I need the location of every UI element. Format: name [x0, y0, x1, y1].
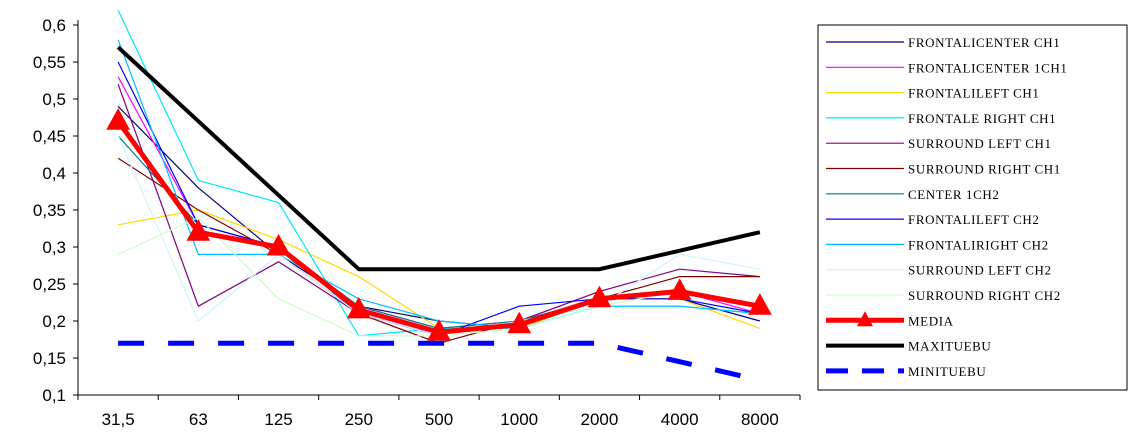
y-tick-label: 0,1: [42, 386, 66, 405]
x-tick-label: 125: [264, 410, 292, 429]
data-point-media: [186, 219, 211, 241]
plot-area: 0,1 0,15 0,2 0,25 0,3 0,35 0,4 0,45 0,5 0,55 0,6 31…: [33, 9, 801, 429]
legend-label: FRONTALILEFT CH1: [908, 86, 1039, 101]
y-tick-label: 0,4: [42, 164, 66, 183]
data-point-media: [106, 108, 130, 130]
legend-label: CENTER 1CH2: [908, 187, 999, 202]
legend-label: FRONTALICENTER 1CH1: [908, 60, 1068, 75]
data-point-media: [346, 296, 371, 319]
x-tick-label: 63: [189, 410, 208, 429]
legend: FRONTALICENTER CH1 FRONTALICENTER 1CH1 FRO…: [817, 24, 1128, 391]
y-tick-label: 0,35: [33, 201, 66, 220]
legend-label: MINITUEBU: [908, 364, 986, 379]
series-line-maxituebu: [116, 45, 761, 272]
legend-box: [817, 24, 1128, 391]
x-tick-label: 31,5: [102, 410, 135, 429]
legend-label: FRONTALILEFT CH2: [908, 212, 1039, 227]
x-tick-label: 500: [425, 410, 453, 429]
data-point-media: [266, 233, 291, 256]
y-tick-label: 0,25: [33, 275, 66, 294]
legend-label: SURROUND LEFT CH2: [908, 263, 1052, 278]
y-tick-label: 0,6: [42, 16, 66, 35]
series-group: [116, 9, 761, 383]
data-point-media: [748, 293, 772, 315]
legend-label: SURROUND RIGHT CH1: [908, 162, 1061, 177]
data-point-media: [667, 278, 692, 300]
x-tick-label: 2000: [581, 410, 619, 429]
legend-label: FRONTALE RIGHT CH1: [908, 111, 1056, 126]
x-tick-label: 250: [345, 410, 373, 429]
y-tick-label: 0,15: [33, 349, 66, 368]
y-tick-label: 0,5: [42, 90, 66, 109]
x-tick-label: 1000: [500, 410, 538, 429]
legend-label: MAXITUEBU: [908, 339, 991, 354]
legend-label: SURROUND LEFT CH1: [908, 136, 1052, 151]
data-point-media: [587, 285, 612, 308]
legend-label: FRONTALIRIGHT CH2: [908, 237, 1049, 252]
legend-marker: [857, 311, 873, 327]
data-point-media: [427, 319, 451, 341]
x-tick-label: 8000: [741, 410, 779, 429]
series-line-minituebu: [118, 340, 761, 383]
y-tick-label: 0,2: [42, 312, 66, 331]
legend-label: SURROUND RIGHT CH2: [908, 288, 1061, 303]
legend-label: FRONTALICENTER CH1: [908, 35, 1060, 50]
legend-label: MEDIA: [908, 313, 954, 328]
x-tick-label: 4000: [661, 410, 699, 429]
y-tick-label: 0,3: [42, 238, 66, 257]
data-point-media: [507, 311, 532, 334]
y-tick-label: 0,45: [33, 127, 66, 146]
y-tick-label: 0,55: [33, 53, 66, 72]
